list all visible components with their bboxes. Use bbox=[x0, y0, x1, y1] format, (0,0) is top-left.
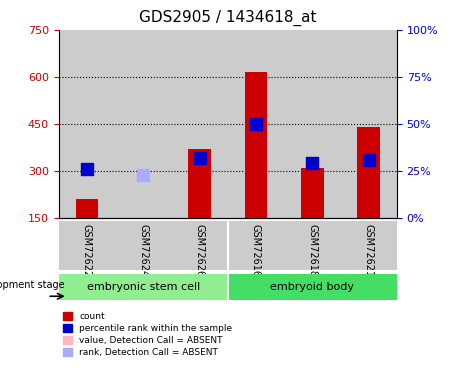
Bar bbox=[59, 30, 115, 217]
Point bbox=[365, 157, 373, 163]
Text: GSM72618: GSM72618 bbox=[307, 224, 318, 277]
Title: GDS2905 / 1434618_at: GDS2905 / 1434618_at bbox=[139, 10, 317, 26]
Bar bbox=[59, 221, 115, 270]
Text: GSM72621: GSM72621 bbox=[364, 224, 374, 277]
Bar bbox=[115, 30, 171, 217]
Bar bbox=[341, 221, 397, 270]
Bar bbox=[189, 149, 211, 217]
Point bbox=[196, 155, 203, 161]
Bar bbox=[228, 221, 284, 270]
Bar bbox=[59, 274, 228, 300]
Text: GSM72624: GSM72624 bbox=[138, 224, 148, 277]
Bar bbox=[171, 221, 228, 270]
Bar bbox=[341, 30, 397, 217]
Bar bbox=[228, 274, 397, 300]
Bar bbox=[284, 221, 341, 270]
Bar bbox=[132, 217, 154, 222]
Bar bbox=[301, 168, 324, 217]
Text: embryonic stem cell: embryonic stem cell bbox=[87, 282, 200, 292]
Point bbox=[253, 121, 260, 127]
Text: GSM72616: GSM72616 bbox=[251, 224, 261, 277]
Bar bbox=[115, 221, 171, 270]
Text: GSM72622: GSM72622 bbox=[82, 224, 92, 277]
Bar bbox=[171, 30, 228, 217]
Text: GSM72626: GSM72626 bbox=[194, 224, 205, 277]
Point bbox=[308, 160, 316, 166]
Bar bbox=[75, 199, 98, 217]
Point bbox=[140, 172, 147, 178]
Legend: count, percentile rank within the sample, value, Detection Call = ABSENT, rank, : count, percentile rank within the sample… bbox=[63, 312, 233, 357]
Point bbox=[83, 166, 90, 172]
Text: development stage: development stage bbox=[0, 280, 64, 290]
Bar bbox=[357, 127, 380, 218]
Bar bbox=[228, 30, 284, 217]
Text: embryoid body: embryoid body bbox=[270, 282, 354, 292]
Bar bbox=[244, 72, 267, 217]
Bar bbox=[284, 30, 341, 217]
